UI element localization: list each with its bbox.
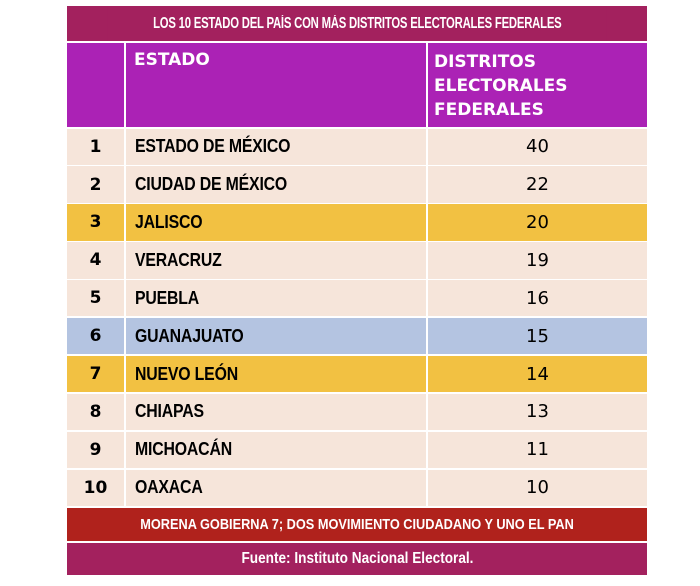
table-row: 7 NUEVO LEÓN 14 (67, 355, 647, 393)
header-distritos: DISTRITOS ELECTORALES FEDERALES (428, 43, 647, 127)
estado-cell: JALISCO (126, 204, 426, 241)
estado-cell: CHIAPAS (126, 393, 426, 431)
estado-name: MICHOACÁN (135, 439, 232, 460)
table-row: 2 CIUDAD DE MÉXICO 22 (67, 166, 647, 203)
table-row: 9 MICHOACÁN 11 (67, 431, 647, 469)
rank-cell: 1 (67, 128, 124, 165)
rank-cell: 6 (67, 317, 124, 355)
estado-name: CHIAPAS (135, 401, 204, 422)
source-text: Fuente: Instituto Nacional Electoral. (241, 549, 473, 567)
districts-table: LOS 10 ESTADO DEL PAÍS CON MÁS DISTRITOS… (67, 6, 647, 575)
estado-name: OAXACA (135, 477, 203, 498)
table-row: 10 OAXACA 10 (67, 469, 647, 506)
distritos-cell: 16 (428, 280, 647, 317)
source-bar: Fuente: Instituto Nacional Electoral. (67, 542, 647, 575)
note-bar: MORENA GOBIERNA 7; DOS MOVIMIENTO CIUDAD… (67, 507, 647, 541)
table-row: 6 GUANAJUATO 15 (67, 317, 647, 355)
estado-name: JALISCO (135, 211, 203, 232)
rank-cell: 5 (67, 280, 124, 317)
table-row: 3 JALISCO 20 (67, 204, 647, 241)
estado-name: ESTADO DE MÉXICO (135, 136, 291, 157)
distritos-cell: 22 (428, 166, 647, 203)
rank-cell: 2 (67, 166, 124, 203)
distritos-cell: 14 (428, 355, 647, 393)
header-distritos-line: DISTRITOS (434, 52, 536, 72)
rank-cell: 8 (67, 393, 124, 431)
header-rank (67, 43, 124, 127)
estado-cell: GUANAJUATO (126, 317, 426, 355)
estado-cell: CIUDAD DE MÉXICO (126, 166, 426, 203)
distritos-cell: 19 (428, 242, 647, 279)
rank-cell: 3 (67, 204, 124, 241)
distritos-cell: 13 (428, 393, 647, 431)
distritos-cell: 10 (428, 469, 647, 506)
distritos-cell: 40 (428, 128, 647, 165)
header-row: ESTADO DISTRITOS ELECTORALES FEDERALES (67, 43, 647, 127)
table-row: 4 VERACRUZ 19 (67, 242, 647, 279)
estado-cell: NUEVO LEÓN (126, 355, 426, 393)
table-row: 8 CHIAPAS 13 (67, 393, 647, 431)
table-row: 5 PUEBLA 16 (67, 280, 647, 317)
distritos-cell: 20 (428, 204, 647, 241)
table-body: 1 ESTADO DE MÉXICO 40 2 CIUDAD DE MÉXICO 22 3 J… (67, 128, 647, 506)
rank-cell: 9 (67, 431, 124, 469)
table-title-bar: LOS 10 ESTADO DEL PAÍS CON MÁS DISTRITOS… (67, 6, 647, 41)
note-text: MORENA GOBIERNA 7; DOS MOVIMIENTO CIUDAD… (140, 515, 574, 533)
rank-cell: 7 (67, 355, 124, 393)
rank-cell: 4 (67, 242, 124, 279)
estado-name: VERACRUZ (135, 249, 222, 270)
distritos-cell: 11 (428, 431, 647, 469)
estado-cell: MICHOACÁN (126, 431, 426, 469)
estado-cell: PUEBLA (126, 280, 426, 317)
header-distritos-line: ELECTORALES (434, 76, 568, 96)
estado-name: NUEVO LEÓN (135, 363, 238, 384)
estado-name: PUEBLA (135, 287, 200, 308)
estado-cell: OAXACA (126, 469, 426, 506)
estado-name: CIUDAD DE MÉXICO (135, 174, 288, 195)
estado-name: GUANAJUATO (135, 325, 244, 346)
rank-cell: 10 (67, 469, 124, 506)
estado-cell: VERACRUZ (126, 242, 426, 279)
table-title: LOS 10 ESTADO DEL PAÍS CON MÁS DISTRITOS… (152, 14, 562, 32)
estado-cell: ESTADO DE MÉXICO (126, 128, 426, 165)
table-row: 1 ESTADO DE MÉXICO 40 (67, 128, 647, 165)
header-estado: ESTADO (126, 43, 426, 127)
header-distritos-line: FEDERALES (434, 100, 544, 120)
distritos-cell: 15 (428, 317, 647, 355)
